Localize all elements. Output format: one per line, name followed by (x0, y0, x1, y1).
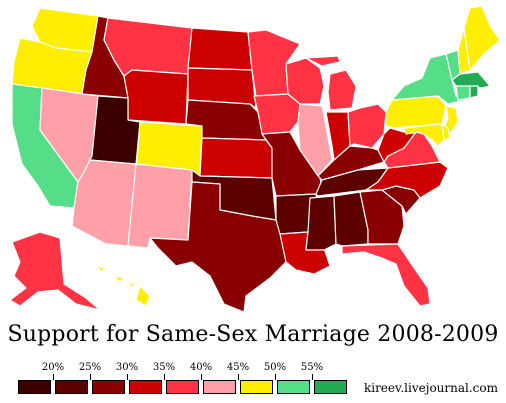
state-oh (347, 103, 387, 149)
us-states-map (9, 5, 501, 313)
state-wy (123, 69, 189, 125)
legend-tick-label: 30% (115, 362, 139, 373)
legend-tick-mark (312, 374, 313, 380)
state-ak (9, 231, 101, 311)
legend-tick-mark (127, 374, 128, 380)
source-credit: kireev.livejournal.com (363, 381, 498, 395)
state-il (297, 103, 333, 177)
state-ks (199, 137, 273, 179)
state-md (403, 123, 445, 147)
state-ri (469, 85, 479, 99)
state-ms (305, 195, 337, 251)
legend-swatch (314, 380, 347, 394)
legend-swatch (18, 380, 51, 394)
state-wi (285, 57, 325, 105)
state-nd (187, 27, 253, 71)
state-ct (455, 85, 471, 101)
state-fl (341, 243, 431, 307)
state-me (463, 5, 501, 71)
legend-swatch (277, 380, 310, 394)
legend-tick-label: 25% (78, 362, 102, 373)
legend-tick-label: 20% (41, 362, 65, 373)
legend-tick-mark (90, 374, 91, 380)
legend-swatch (92, 380, 125, 394)
legend-swatch (129, 380, 162, 394)
legend-swatch (240, 380, 273, 394)
legend-tick-mark (201, 374, 202, 380)
state-mi (305, 55, 357, 111)
state-hi (95, 265, 151, 307)
legend-tick-mark (164, 374, 165, 380)
state-sd (187, 67, 257, 109)
legend-tick-label: 50% (263, 362, 287, 373)
legend-tick-label: 45% (226, 362, 250, 373)
state-pa (385, 95, 447, 129)
state-tx (149, 181, 287, 313)
map-title: Support for Same-Sex Marriage 2008-2009 (7, 322, 499, 347)
legend-swatch (203, 380, 236, 394)
state-ia (253, 93, 301, 135)
legend-tick-mark (275, 374, 276, 380)
legend-swatch (166, 380, 199, 394)
legend-tick-label: 55% (300, 362, 324, 373)
state-nc (365, 161, 449, 199)
legend-tick-mark (238, 374, 239, 380)
legend-swatch (55, 380, 88, 394)
legend-tick-mark (53, 374, 54, 380)
state-nm (127, 163, 193, 249)
legend-tick-label: 40% (189, 362, 213, 373)
legend-tick-label: 35% (152, 362, 176, 373)
legend: 20% 25% 30% 35% 40% 45% 50% 55% (18, 362, 378, 398)
